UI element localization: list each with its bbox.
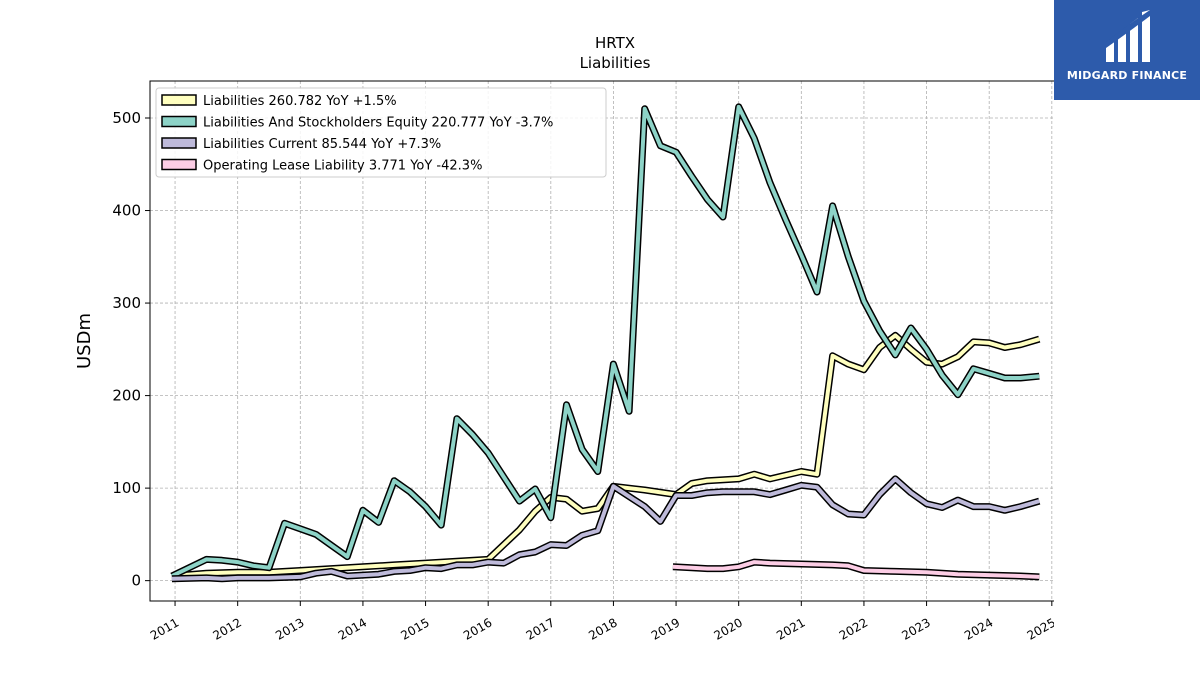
legend-box bbox=[155, 87, 607, 178]
series-line-3 bbox=[672, 560, 1040, 579]
y-tick-label: 200 bbox=[112, 387, 141, 405]
legend-swatch bbox=[161, 158, 197, 171]
x-tick-label: 2018 bbox=[586, 615, 619, 642]
x-tick-label: 2012 bbox=[211, 615, 244, 642]
grid-lines bbox=[150, 81, 1054, 601]
x-tick-label: 2011 bbox=[148, 615, 181, 642]
legend: Liabilities 260.782 YoY +1.5% Liabilities… bbox=[155, 87, 607, 178]
y-tick-label: 0 bbox=[131, 572, 141, 590]
midgard-finance-logo: MIDGARD FINANCE bbox=[1054, 0, 1200, 100]
series-layer bbox=[170, 103, 1041, 583]
y-tick-label: 300 bbox=[112, 294, 141, 312]
series-outline-0 bbox=[171, 331, 1041, 580]
legend-entry: Liabilities 260.782 YoY +1.5% bbox=[203, 94, 397, 109]
y-tick-label: 400 bbox=[112, 202, 141, 220]
x-tick-label: 2013 bbox=[273, 615, 306, 642]
x-tick-label: 2014 bbox=[336, 615, 369, 642]
series-line-2 bbox=[171, 476, 1040, 581]
plot-frame bbox=[149, 80, 1054, 602]
y-tick-label: 100 bbox=[112, 479, 141, 497]
legend-swatch bbox=[161, 137, 197, 149]
x-tick-label: 2024 bbox=[962, 615, 995, 642]
legend-entry: Liabilities And Stockholders Equity 220.… bbox=[203, 116, 553, 131]
x-tick-label: 2025 bbox=[1025, 615, 1054, 642]
x-tick-label: 2015 bbox=[398, 615, 431, 642]
y-axis: 0 100 200 300 400 500 bbox=[112, 109, 150, 590]
chart-title: HRTX bbox=[595, 34, 635, 52]
y-tick-label: 500 bbox=[112, 109, 141, 127]
x-tick-label: 2016 bbox=[461, 615, 494, 642]
x-tick-label: 2021 bbox=[774, 615, 807, 642]
x-axis: 2011 2012 2013 2014 2015 2016 2017 2018 2019 2020… bbox=[148, 601, 1054, 643]
logo-text: MIDGARD FINANCE bbox=[1066, 69, 1188, 82]
legend-entry: Liabilities Current 85.544 YoY +7.3% bbox=[203, 137, 441, 152]
y-axis-label: USDm bbox=[74, 313, 95, 369]
series-line-1 bbox=[171, 104, 1040, 578]
legend-swatch bbox=[161, 115, 197, 128]
legend-entry: Operating Lease Liability 3.771 YoY -42.… bbox=[203, 159, 482, 174]
chart-subtitle: Liabilities bbox=[580, 54, 651, 72]
legend-swatch bbox=[161, 94, 197, 106]
x-tick-label: 2017 bbox=[524, 615, 557, 642]
midgard-logo-icon bbox=[1106, 10, 1150, 62]
x-tick-label: 2019 bbox=[649, 615, 682, 642]
x-tick-label: 2020 bbox=[712, 615, 745, 642]
x-tick-label: 2023 bbox=[899, 615, 932, 642]
series-line-0 bbox=[171, 333, 1040, 578]
x-tick-label: 2022 bbox=[837, 615, 870, 642]
